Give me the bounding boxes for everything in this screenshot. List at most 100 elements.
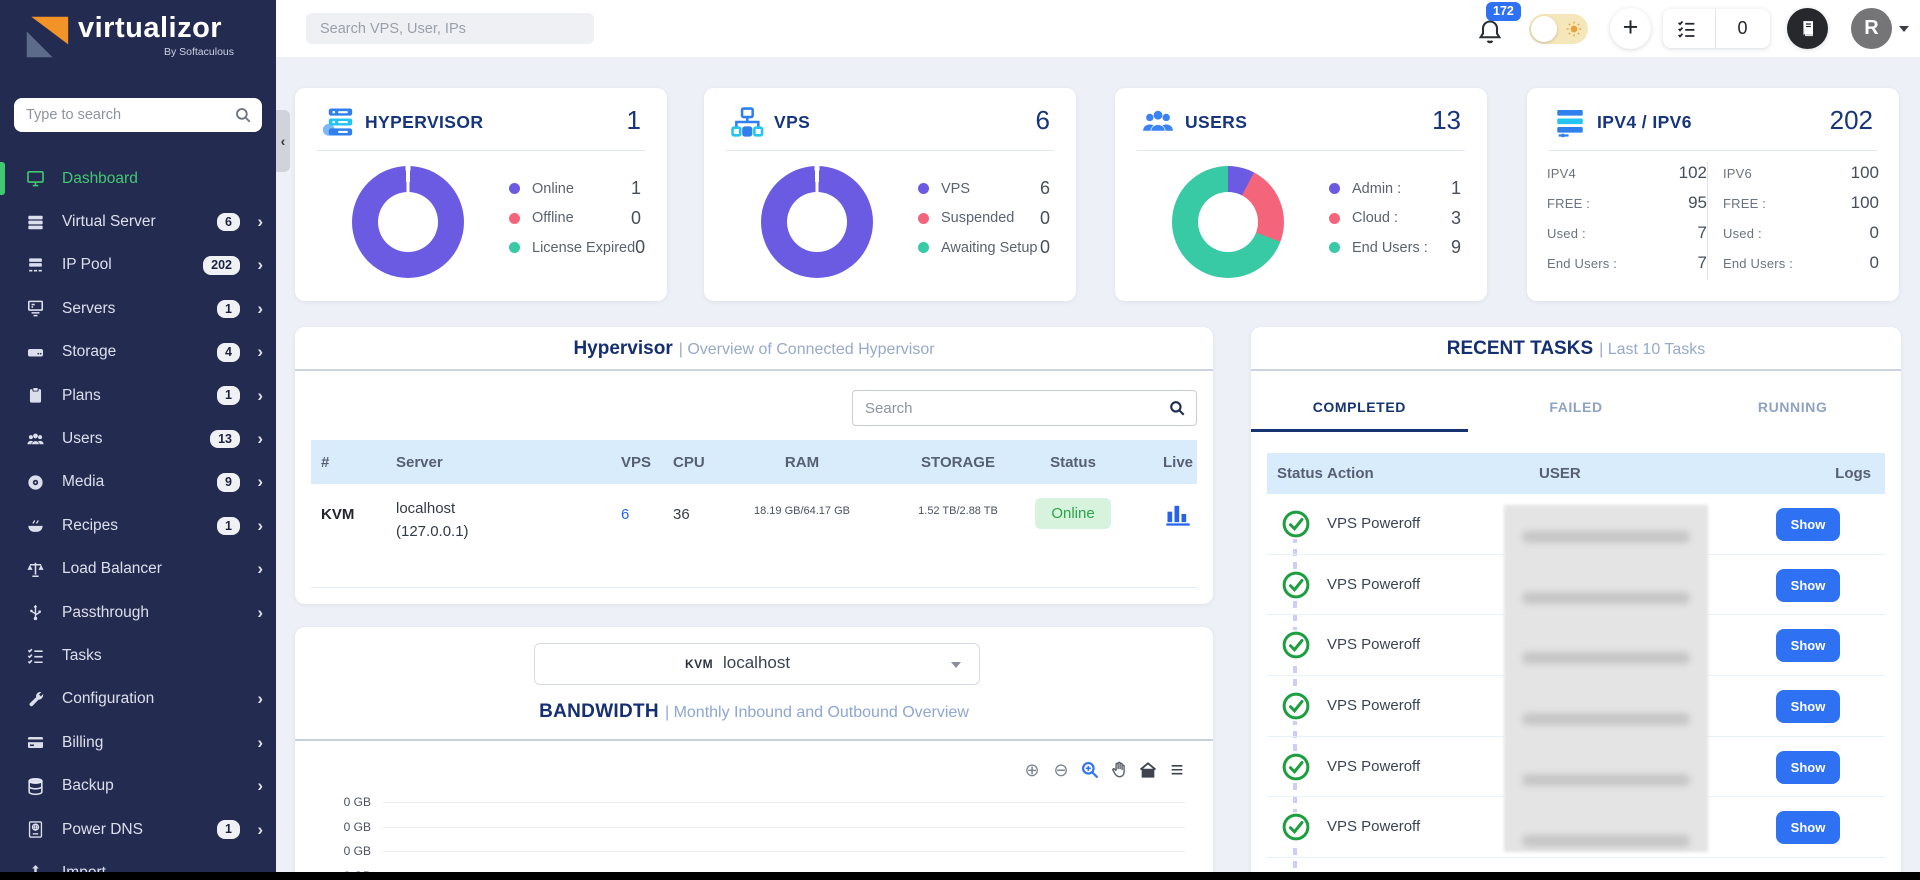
tab-completed[interactable]: COMPLETED [1251,385,1468,432]
show-logs-button[interactable]: Show [1776,568,1840,602]
check-circle-icon [1281,691,1311,722]
tasks-tabs: COMPLETED FAILED RUNNING [1251,385,1901,432]
sidebar-item-backup[interactable]: Backup [0,764,276,807]
sidebar-item-servers[interactable]: Servers 1 [0,287,276,330]
chevron-right-icon [257,776,263,796]
avatar-dropdown-caret[interactable] [1899,26,1909,32]
ip-stat-value: 7 [1697,253,1707,272]
sidebar-item-power-dns[interactable]: Power DNS 1 [0,808,276,851]
legend-row: Suspended 0 [918,204,1050,234]
chevron-right-icon [257,559,263,579]
task-action: VPS Poweroff [1327,515,1421,532]
chevron-right-icon [257,386,263,406]
users-donut-chart [1172,166,1284,278]
ip-stat-value: 95 [1688,193,1707,212]
chevron-right-icon [257,689,263,709]
live-stats-icon[interactable] [1164,500,1192,528]
sidebar-item-dashboard[interactable]: Dashboard [0,157,276,200]
show-logs-button[interactable]: Show [1776,750,1840,784]
sidebar-item-users[interactable]: Users 13 [0,417,276,460]
sidebar-collapse-button[interactable] [276,110,290,172]
legend-label: Offline [532,210,574,227]
vps-count-link[interactable]: 6 [621,506,630,523]
topbar: 172 0 R [276,0,1920,57]
notifications-button[interactable]: 172 [1474,2,1521,52]
tab-running[interactable]: RUNNING [1757,399,1828,415]
y-axis-row: 0 GB [295,817,1213,837]
main-content: HYPERVISOR 1 Online 1 Offline 0 License … [276,57,1920,880]
ip-stat-row: Used : 0 [1723,218,1879,248]
zoom-out-icon[interactable] [1051,760,1071,780]
zoom-in-icon[interactable] [1022,760,1042,780]
chevron-right-icon [257,342,263,362]
cpu-count: 36 [673,506,690,523]
hypervisor-search-input[interactable] [865,391,1155,425]
card-value: 202 [1829,105,1873,135]
global-search-input[interactable] [306,13,594,44]
task-row: VPS Poweroff Show [1267,797,1885,859]
search-icon [1168,399,1186,417]
sidebar-item-storage[interactable]: Storage 4 [0,331,276,374]
legend-value: 0 [630,207,641,228]
count-badge: 6 [217,212,240,232]
check-circle-icon [1281,509,1311,539]
legend-value: 1 [1450,178,1461,199]
box-zoom-icon[interactable] [1080,760,1100,780]
ip-stat-row: IPV4 102 [1547,158,1707,188]
ip-stat-value: 0 [1869,223,1879,242]
home-icon[interactable] [1138,760,1158,780]
show-logs-button[interactable]: Show [1776,508,1840,541]
ip-stat-row: End Users : 7 [1547,248,1707,278]
y-tick-label: 0 GB [343,795,371,809]
legend-dot [1329,242,1340,254]
tab-failed[interactable]: FAILED [1549,399,1603,415]
card-title: VPS [774,112,811,132]
sidebar-item-ip-pool[interactable]: IP Pool 202 [0,244,276,287]
storage-usage-text: 1.52 TB/2.88 TB [918,505,998,517]
show-logs-button[interactable]: Show [1776,690,1840,724]
legend-value: 0 [1039,237,1050,258]
count-badge: 1 [217,516,240,536]
bandwidth-title: BANDWIDTH | Monthly Inbound and Outbound … [539,701,969,722]
pan-icon[interactable] [1109,760,1129,780]
server-stack-icon [26,213,45,232]
sidebar-item-plans[interactable]: Plans 1 [0,374,276,417]
sidebar-search-input[interactable] [26,98,226,132]
virtualizor-logo[interactable]: virtualizor By Softaculous [24,12,264,72]
sidebar-item-media[interactable]: Media 9 [0,461,276,504]
checklist-icon [26,646,45,665]
users-icon [26,430,45,449]
notifications-badge: 172 [1486,2,1521,21]
vps-card: VPS 6 VPS 6 Suspended 0 Awaiting Setup 0 [704,88,1076,301]
task-row: VPS Poweroff Show [1267,494,1885,555]
sidebar-item-billing[interactable]: Billing [0,721,276,764]
tasks-panel-header: RECENT TASKS | Last 10 Tasks [1251,327,1901,371]
panel-title: RECENT TASKS [1446,338,1594,359]
user-avatar[interactable]: R [1851,8,1892,49]
docs-button[interactable] [1787,8,1828,49]
check-circle-icon [1281,751,1311,782]
theme-toggle[interactable] [1529,14,1588,44]
sidebar-item-load-balancer[interactable]: Load Balancer [0,548,276,591]
sidebar-item-tasks[interactable]: Tasks [0,634,276,677]
selector-value: localhost [723,653,791,672]
legend-row: VPS 6 [918,174,1050,204]
show-logs-button[interactable]: Show [1776,629,1840,663]
sidebar-item-virtual-server[interactable]: Virtual Server 6 [0,200,276,243]
sidebar-item-passthrough[interactable]: Passthrough [0,591,276,634]
show-logs-button[interactable]: Show [1776,811,1840,845]
sidebar-item-recipes[interactable]: Recipes 1 [0,504,276,547]
chevron-right-icon [257,472,263,492]
hypervisor-donut-chart [352,166,464,278]
task-counter[interactable]: 0 [1663,9,1770,48]
chart-menu-icon[interactable] [1167,760,1187,780]
server-selector[interactable]: KVM localhost [534,643,980,685]
sun-icon [1566,21,1582,37]
add-button[interactable] [1610,8,1651,49]
bottom-edge-bar [0,872,1920,880]
legend-value: 6 [1039,178,1050,199]
sidebar-item-configuration[interactable]: Configuration [0,678,276,721]
tasks-rows: VPS Poweroff Show VPS Poweroff Show VPS … [1267,494,1885,880]
col-status: Status [1277,465,1323,482]
col-status: Status [1050,453,1096,471]
